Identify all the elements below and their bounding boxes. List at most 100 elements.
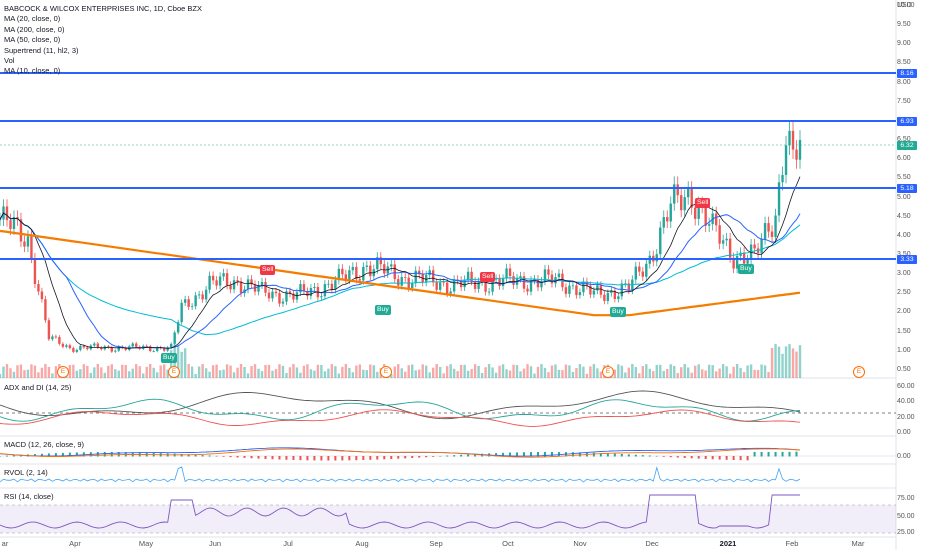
candle-body bbox=[180, 302, 183, 323]
indicator-ma50[interactable]: MA (50, close, 0) bbox=[4, 35, 61, 45]
candle-body bbox=[540, 281, 543, 288]
indicator-supertrend[interactable]: Supertrend (11, hl2, 3) bbox=[4, 45, 79, 55]
candle-body bbox=[75, 349, 79, 352]
earnings-marker[interactable]: E bbox=[602, 366, 614, 378]
candle-body bbox=[239, 281, 243, 294]
ma50-line bbox=[0, 212, 801, 336]
macd-histogram-bar bbox=[369, 456, 372, 460]
volume-bar bbox=[575, 368, 578, 378]
volume-bar bbox=[250, 366, 253, 378]
volume-bar bbox=[571, 371, 575, 378]
candle-body bbox=[718, 225, 721, 244]
volume-bar bbox=[89, 372, 93, 378]
indicator-ma20[interactable]: MA (20, close, 0) bbox=[4, 14, 61, 24]
volume-bar bbox=[110, 364, 113, 378]
candle-body bbox=[149, 346, 152, 351]
volume-bar bbox=[781, 353, 784, 378]
macd-histogram-bar bbox=[439, 455, 442, 457]
rvol-pane-label[interactable]: RVOL (2, 14) bbox=[4, 468, 48, 477]
earnings-marker[interactable]: E bbox=[380, 366, 392, 378]
macd-histogram-bar bbox=[781, 451, 784, 457]
volume-bar bbox=[749, 364, 753, 378]
price-tick: 2.00 bbox=[897, 308, 911, 316]
candle-body bbox=[624, 283, 627, 285]
rsi-tick: 50.00 bbox=[897, 513, 915, 520]
candle-body bbox=[445, 282, 449, 294]
candle-body bbox=[791, 130, 795, 150]
volume-bar bbox=[169, 350, 173, 378]
candle-body bbox=[0, 219, 2, 221]
macd-histogram-bar bbox=[47, 453, 50, 457]
time-tick: Dec bbox=[645, 539, 659, 548]
candle-body bbox=[190, 306, 194, 308]
volume-bar bbox=[117, 370, 120, 378]
candle-body bbox=[173, 332, 176, 344]
volume-bar bbox=[145, 366, 148, 378]
candle-body bbox=[753, 244, 756, 249]
macd-histogram-bar bbox=[243, 456, 246, 458]
candle-body bbox=[714, 213, 718, 226]
price-level-badge[interactable]: 6.93 bbox=[897, 116, 917, 126]
price-level-badge[interactable]: 5.18 bbox=[897, 183, 917, 193]
volume-bar bbox=[522, 368, 526, 378]
time-tick: Aug bbox=[355, 539, 369, 548]
time-tick: Mar bbox=[851, 539, 865, 548]
macd-pane-label[interactable]: MACD (12, 26, close, 9) bbox=[4, 440, 85, 449]
volume-bar bbox=[162, 364, 166, 378]
macd-histogram-bar bbox=[383, 456, 386, 460]
candle-body bbox=[23, 241, 26, 247]
volume-bar bbox=[0, 374, 2, 378]
candle-body bbox=[351, 266, 355, 271]
volume-bar bbox=[725, 366, 728, 378]
volume-bar bbox=[466, 370, 470, 378]
candle-body bbox=[260, 281, 264, 286]
earnings-marker[interactable]: E bbox=[853, 366, 865, 378]
adx-pane-label[interactable]: ADX and DI (14, 25) bbox=[4, 383, 72, 392]
volume-bar bbox=[596, 368, 599, 378]
volume-bar bbox=[788, 344, 791, 378]
candle-body bbox=[693, 207, 697, 219]
indicator-ma10[interactable]: MA (10, close, 0) bbox=[4, 66, 61, 76]
volume-bar bbox=[473, 364, 477, 378]
symbol-title[interactable]: BABCOCK & WILCOX ENTERPRISES INC, 1D, Cb… bbox=[4, 4, 202, 13]
ma20-line bbox=[0, 212, 801, 349]
earnings-marker[interactable]: E bbox=[57, 366, 69, 378]
volume-bar bbox=[613, 369, 617, 378]
price-level-badge[interactable]: 3.33 bbox=[897, 254, 917, 264]
indicator-ma200[interactable]: MA (200, close, 0) bbox=[4, 24, 65, 34]
volume-bar bbox=[365, 370, 369, 378]
candle-body bbox=[512, 276, 515, 285]
time-tick: Apr bbox=[69, 539, 81, 548]
buy-signal-badge: Buy bbox=[375, 305, 391, 315]
candle-body bbox=[596, 285, 599, 291]
adx-tick: 40.00 bbox=[897, 398, 915, 405]
volume-bar bbox=[512, 364, 515, 378]
macd-histogram-bar bbox=[75, 452, 78, 457]
macd-histogram-bar bbox=[760, 451, 763, 457]
volume-bar bbox=[711, 365, 714, 378]
candle-body bbox=[236, 280, 239, 282]
price-level-badge[interactable]: 8.16 bbox=[897, 68, 917, 78]
volume-bar bbox=[121, 364, 124, 378]
rsi-line bbox=[0, 494, 800, 529]
volume-bar bbox=[770, 348, 774, 378]
macd-histogram-bar bbox=[543, 452, 546, 457]
macd-histogram-bar bbox=[313, 456, 316, 461]
volume-bar bbox=[330, 364, 334, 378]
volume-bar bbox=[309, 369, 313, 378]
macd-histogram-bar bbox=[592, 452, 595, 457]
candle-body bbox=[19, 219, 23, 242]
volume-bar bbox=[246, 373, 250, 378]
rsi-pane-label[interactable]: RSI (14, close) bbox=[4, 492, 54, 501]
volume-bar bbox=[641, 366, 644, 378]
macd-histogram-bar bbox=[425, 456, 428, 458]
volume-bar bbox=[438, 367, 442, 378]
candle-body bbox=[466, 271, 470, 280]
sell-signal-badge: Sell bbox=[260, 265, 276, 275]
macd-histogram-bar bbox=[215, 455, 218, 457]
earnings-marker[interactable]: E bbox=[168, 366, 180, 378]
indicator-volume[interactable]: Vol bbox=[4, 56, 15, 66]
price-level-badge[interactable]: 6.32 bbox=[897, 140, 917, 150]
